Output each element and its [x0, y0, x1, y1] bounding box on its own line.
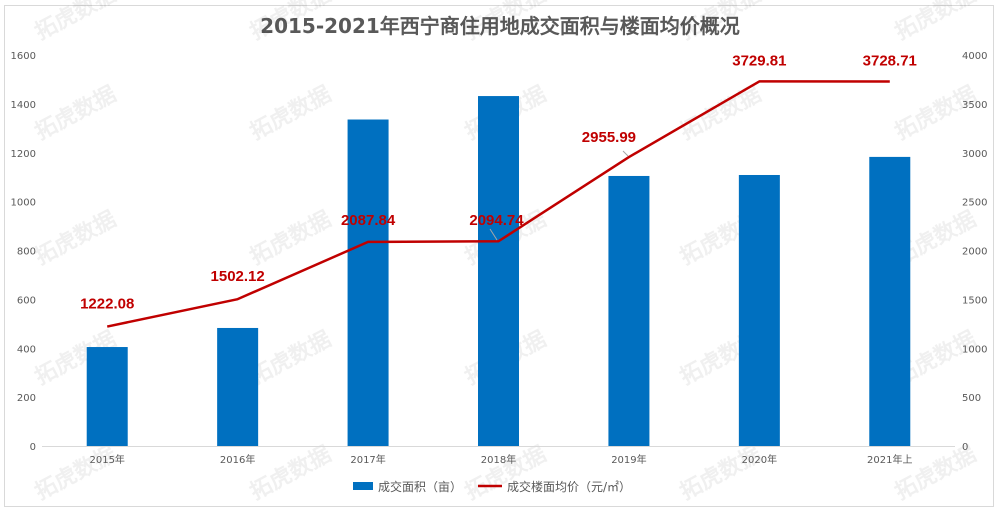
watermark-text: 拓虎数据	[31, 81, 121, 145]
watermark-text: 拓虎数据	[246, 326, 336, 390]
left-axis-tick: 1000	[11, 198, 36, 209]
left-axis-tick: 600	[17, 295, 36, 306]
watermark-text: 拓虎数据	[246, 441, 336, 505]
bar-area	[738, 174, 780, 446]
right-axis-tick: 2000	[962, 247, 987, 258]
right-axis-tick: 0	[962, 442, 968, 453]
bar-area	[869, 156, 911, 447]
right-axis-tick: 3500	[962, 100, 987, 111]
x-axis-category-label: 2016年	[220, 453, 255, 466]
x-axis-category-label: 2020年	[742, 453, 777, 466]
left-axis-tick: 400	[17, 344, 36, 355]
price-data-label: 2087.84	[341, 212, 396, 229]
legend-bar-swatch	[353, 482, 373, 490]
watermark-text: 拓虎数据	[676, 0, 766, 45]
legend-bar-label: 成交面积（亩）	[378, 479, 462, 494]
leader-line	[489, 228, 498, 241]
price-data-label: 1502.12	[211, 268, 265, 285]
right-axis-tick: 3000	[962, 149, 987, 160]
bar-area	[608, 175, 650, 446]
watermark-text: 拓虎数据	[461, 0, 551, 45]
leader-line	[622, 150, 629, 157]
price-data-label: 2955.99	[582, 129, 636, 146]
right-axis-tick: 1500	[962, 295, 987, 306]
watermark-text: 拓虎数据	[676, 441, 766, 505]
price-data-label: 3728.71	[863, 53, 917, 70]
right-axis-tick: 4000	[962, 51, 987, 62]
right-axis-tick: 2500	[962, 198, 987, 209]
price-data-label: 3729.81	[732, 52, 786, 69]
x-axis-category-label: 2021年上	[867, 453, 912, 466]
watermark-text: 拓虎数据	[891, 0, 981, 45]
price-data-label: 2094.74	[469, 212, 524, 229]
watermark-text: 拓虎数据	[246, 206, 336, 270]
watermark-text: 拓虎数据	[246, 0, 336, 45]
watermark-text: 拓虎数据	[31, 0, 121, 45]
watermark-text: 拓虎数据	[461, 441, 551, 505]
bar-area	[347, 119, 389, 446]
bar-area	[478, 96, 519, 447]
left-axis-tick: 800	[17, 247, 36, 258]
x-axis-category-label: 2015年	[89, 453, 124, 466]
left-axis-tick: 1200	[11, 149, 36, 160]
watermark-text: 拓虎数据	[31, 206, 121, 270]
watermark-text: 拓虎数据	[676, 81, 766, 145]
left-axis-tick: 0	[30, 442, 36, 453]
x-axis-category-label: 2019年	[611, 453, 646, 466]
price-data-label: 1222.08	[80, 296, 134, 313]
left-axis-tick: 1600	[11, 51, 36, 62]
price-line	[106, 80, 890, 328]
bar-area	[217, 327, 259, 446]
watermark-text: 拓虎数据	[891, 81, 981, 145]
legend-line-label: 成交楼面均价（元/㎡）	[507, 479, 631, 494]
right-axis-tick: 1000	[962, 344, 987, 355]
left-axis-tick: 200	[17, 393, 36, 404]
chart-title: 2015-2021年西宁商住用地成交面积与楼面均价概况	[260, 14, 740, 38]
bar-area	[86, 347, 128, 446]
x-axis-category-label: 2017年	[350, 453, 385, 466]
x-axis-category-label: 2018年	[481, 453, 516, 466]
right-axis-tick: 500	[962, 393, 981, 404]
watermark-text: 拓虎数据	[31, 441, 121, 505]
watermark-text: 拓虎数据	[246, 81, 336, 145]
left-axis-tick: 1400	[11, 100, 36, 111]
